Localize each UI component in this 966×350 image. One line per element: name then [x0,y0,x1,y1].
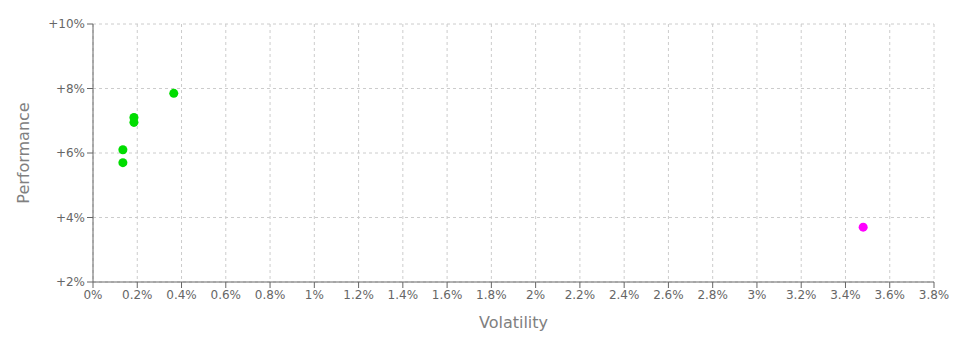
svg-text:+6%: +6% [56,146,85,160]
svg-text:0%: 0% [83,288,102,302]
svg-text:0.2%: 0.2% [122,288,153,302]
svg-text:Performance: Performance [14,102,33,203]
svg-text:+4%: +4% [56,211,85,225]
svg-text:3.6%: 3.6% [874,288,905,302]
svg-text:1.2%: 1.2% [343,288,374,302]
svg-text:0.6%: 0.6% [211,288,242,302]
svg-text:2%: 2% [526,288,545,302]
svg-text:+10%: +10% [48,17,85,31]
svg-text:2.8%: 2.8% [697,288,728,302]
svg-text:0.8%: 0.8% [255,288,286,302]
svg-text:2.6%: 2.6% [653,288,684,302]
svg-text:+8%: +8% [56,82,85,96]
svg-text:Volatility: Volatility [479,313,548,332]
svg-text:3.2%: 3.2% [786,288,817,302]
svg-text:1.8%: 1.8% [476,288,507,302]
svg-text:1.6%: 1.6% [432,288,463,302]
svg-text:+2%: +2% [56,275,85,289]
svg-text:3%: 3% [747,288,766,302]
svg-text:0.4%: 0.4% [166,288,197,302]
svg-text:2.4%: 2.4% [609,288,640,302]
svg-text:1.4%: 1.4% [388,288,419,302]
svg-text:3.4%: 3.4% [830,288,861,302]
svg-text:1%: 1% [305,288,324,302]
svg-text:2.2%: 2.2% [565,288,596,302]
svg-text:3.8%: 3.8% [919,288,950,302]
